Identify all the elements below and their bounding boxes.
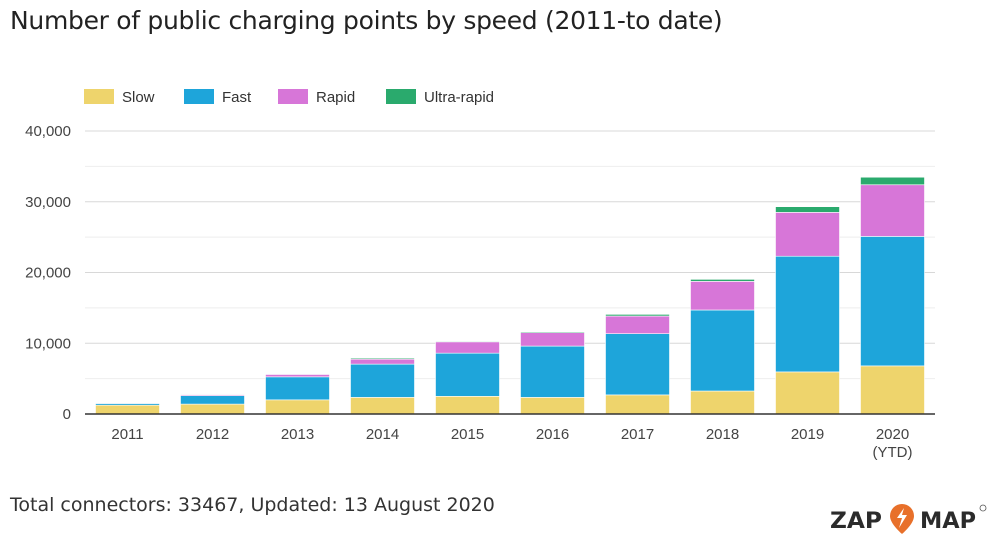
- bar-segment-fast: [775, 255, 840, 373]
- bar-segment-rapid: [265, 374, 330, 378]
- y-tick-label: 40,000: [25, 123, 71, 140]
- bar-segment-fast: [690, 309, 755, 392]
- bar-segment-slow: [265, 399, 330, 415]
- bar-segment-rapid: [95, 402, 160, 404]
- y-tick-label: 10,000: [25, 335, 71, 352]
- bar-segment-ultra-rapid: [435, 340, 500, 343]
- legend-swatch-slow: [84, 89, 114, 104]
- x-tick-label: 2014: [366, 426, 399, 443]
- bar-segment-ultra-rapid: [350, 357, 415, 360]
- bar-segment-slow: [775, 371, 840, 415]
- bar-segment-ultra-rapid: [860, 176, 925, 186]
- y-tick-label: 0: [63, 406, 71, 423]
- bar-segment-rapid: [350, 358, 415, 365]
- legend-swatch-ultra-rapid: [386, 89, 416, 104]
- bar-segment-ultra-rapid: [775, 206, 840, 213]
- legend-label: Slow: [122, 89, 155, 106]
- bar-segment-slow: [520, 397, 585, 415]
- bar-segment-rapid: [775, 212, 840, 257]
- x-tick-label: 2016: [536, 426, 569, 443]
- x-tick-label: 2013: [281, 426, 314, 443]
- x-tick-label: 2017: [621, 426, 654, 443]
- bar-segment-slow: [180, 403, 245, 415]
- logo-text-left: ZAP: [830, 509, 882, 534]
- bar-segment-rapid: [690, 281, 755, 311]
- y-tick-label: 30,000: [25, 194, 71, 211]
- bar-segment-slow: [860, 365, 925, 415]
- bar-segment-fast: [180, 395, 245, 405]
- bar-segment-fast: [435, 352, 500, 397]
- bar-segment-ultra-rapid: [605, 314, 670, 317]
- bar-segment-slow: [605, 394, 670, 415]
- registered-mark-icon: [979, 504, 987, 512]
- bar-segment-fast: [860, 236, 925, 367]
- x-tick-label: 2012: [196, 426, 229, 443]
- bar-segment-rapid: [605, 315, 670, 334]
- legend-label: Rapid: [316, 89, 355, 106]
- bar-segment-ultra-rapid: [180, 393, 245, 395]
- bar-segment-ultra-rapid: [520, 331, 585, 333]
- logo-text-right: MAP: [920, 509, 976, 534]
- bar-segment-ultra-rapid: [265, 373, 330, 375]
- bar-segment-fast: [350, 363, 415, 398]
- bar-segment-fast: [265, 376, 330, 401]
- x-tick-label: (YTD): [873, 444, 913, 461]
- zapmap-logo: ZAP MAP: [830, 504, 987, 534]
- y-tick-label: 20,000: [25, 265, 71, 282]
- bar-segment-fast: [605, 333, 670, 396]
- legend-swatch-rapid: [278, 89, 308, 104]
- bar-segment-rapid: [435, 341, 500, 354]
- stacked-bar-chart: 0 10,000 20,000 30,000 40,000 2011 2012 2013 201…: [25, 89, 935, 461]
- bar-segment-slow: [690, 390, 755, 415]
- bar-segment-fast: [520, 345, 585, 398]
- chart-title: Number of public charging points by spee…: [10, 6, 723, 35]
- bar-segment-slow: [435, 396, 500, 415]
- x-tick-label: 2020: [876, 426, 909, 443]
- x-tick-label: 2011: [111, 426, 143, 443]
- bar-segment-slow: [350, 397, 415, 415]
- bar-segment-rapid: [520, 332, 585, 347]
- legend-swatch-fast: [184, 89, 214, 104]
- legend-label: Ultra-rapid: [424, 89, 494, 106]
- footer-summary: Total connectors: 33467, Updated: 13 Aug…: [10, 494, 495, 516]
- bolt-pin-icon: [890, 504, 914, 534]
- x-tick-label: 2018: [706, 426, 739, 443]
- bar-segment-rapid: [860, 184, 925, 237]
- bar-segment-slow: [95, 404, 160, 415]
- x-tick-label: 2015: [451, 426, 484, 443]
- x-tick-label: 2019: [791, 426, 824, 443]
- bar-segment-ultra-rapid: [690, 279, 755, 282]
- legend-label: Fast: [222, 89, 252, 106]
